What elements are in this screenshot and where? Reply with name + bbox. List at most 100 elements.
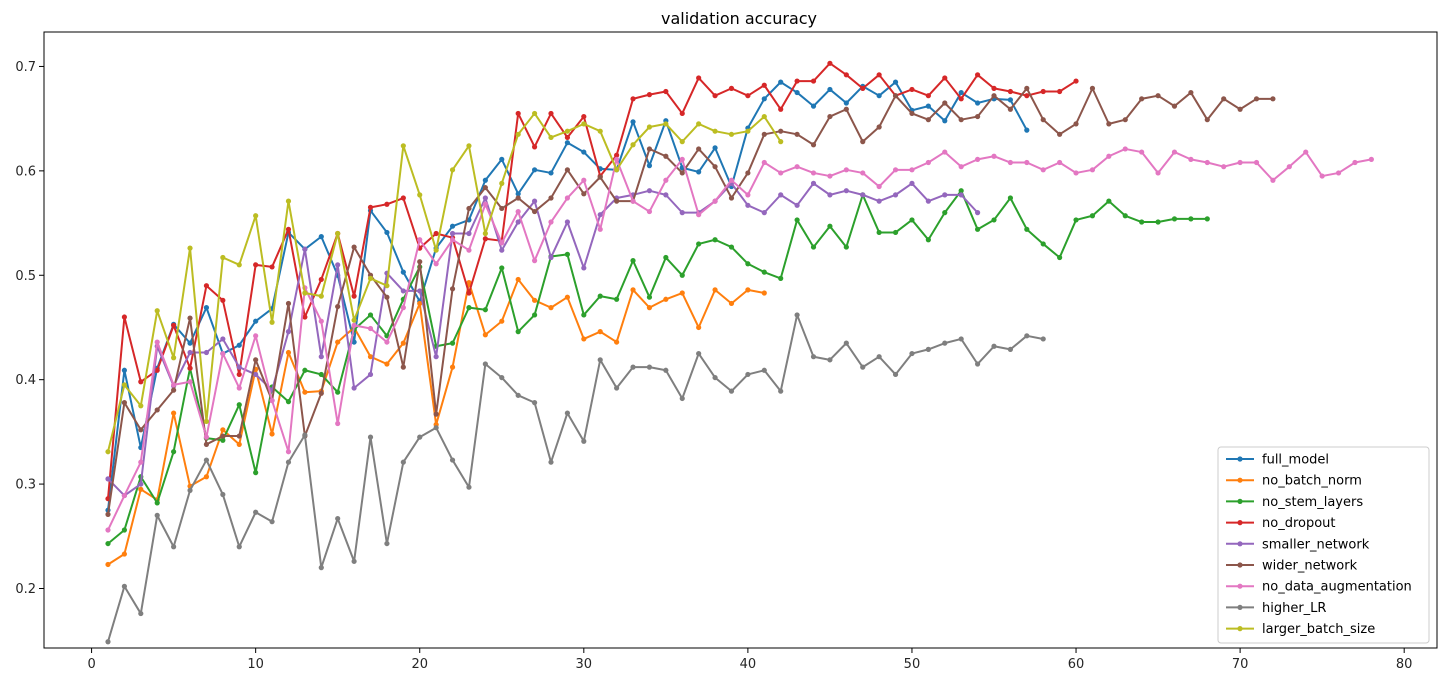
data-point [171,410,177,416]
data-point [810,142,817,148]
data-point [1188,216,1194,222]
data-point [1303,149,1309,155]
data-point [105,540,111,547]
data-point [564,128,571,134]
data-point [384,339,390,345]
data-point [449,457,456,463]
data-point [745,128,751,134]
data-point [302,314,308,320]
data-point [466,279,472,286]
data-point [154,407,160,413]
data-point [630,119,636,125]
data-point [663,296,669,302]
data-point [367,434,374,440]
data-point [367,275,374,281]
data-point [548,459,554,465]
data-point [1057,159,1063,166]
data-point [154,500,160,506]
data-point [269,264,275,270]
legend-label: smaller_network [1262,537,1370,552]
data-point [1319,173,1325,179]
data-point [712,128,718,134]
data-point [597,212,603,218]
data-point [876,354,882,360]
data-point [253,357,259,363]
data-point [778,275,784,281]
data-point [1122,213,1128,219]
data-point [285,329,292,335]
data-point [860,85,866,91]
series-line [107,87,1273,515]
data-point [121,367,127,373]
data-point [827,192,833,198]
data-point [187,340,193,346]
data-point [171,544,177,550]
data-point [367,312,374,318]
data-point [679,156,685,162]
data-point [876,183,882,190]
data-point [1286,164,1292,170]
data-point [515,195,521,201]
data-point [1040,241,1046,247]
data-point [515,219,521,225]
data-point [1040,88,1046,95]
data-point [843,167,849,173]
legend-item: no_dropout [1226,516,1336,531]
data-point [564,140,571,146]
data-point [663,153,669,159]
data-point [646,92,653,98]
data-point [712,237,718,243]
data-point [778,79,784,85]
data-point [302,389,308,395]
data-point [974,113,981,120]
data-point [285,399,292,405]
data-point [203,418,210,425]
data-point [466,205,472,212]
data-point [417,288,423,294]
data-point [1171,103,1178,109]
data-point [1171,149,1178,155]
data-point [778,192,784,198]
data-point [827,173,833,179]
data-point [745,202,751,208]
data-point [1024,93,1030,99]
data-point [810,354,817,360]
data-point [581,336,587,342]
data-point [958,164,964,170]
data-point [876,72,882,78]
data-point [646,146,653,152]
legend-box [1217,446,1430,644]
data-point [138,481,144,487]
data-point [1335,170,1342,176]
data-point [761,82,767,88]
data-point [515,191,521,197]
x-tick-label: 30 [576,657,593,672]
data-point [597,174,603,180]
data-point [1007,195,1014,201]
data-point [482,307,488,313]
data-point [860,192,866,198]
data-point [810,180,817,186]
data-point [318,318,324,324]
data-point [236,385,242,391]
y-tick-label: 0.7 [15,60,36,75]
data-point [203,283,210,289]
data-point [892,229,899,236]
data-point [384,283,390,289]
data-point [269,319,275,325]
data-point [1057,254,1063,261]
data-point [466,143,472,149]
data-point [1007,106,1014,112]
data-point [482,184,488,191]
data-point [728,195,735,201]
series-line [106,62,1077,499]
data-point [285,449,292,455]
data-point [220,433,226,439]
data-point [482,332,488,338]
data-point [1106,121,1112,127]
data-point [843,72,849,78]
data-point [974,361,981,367]
data-point [482,195,488,201]
data-point [351,385,357,391]
data-point [564,134,571,141]
